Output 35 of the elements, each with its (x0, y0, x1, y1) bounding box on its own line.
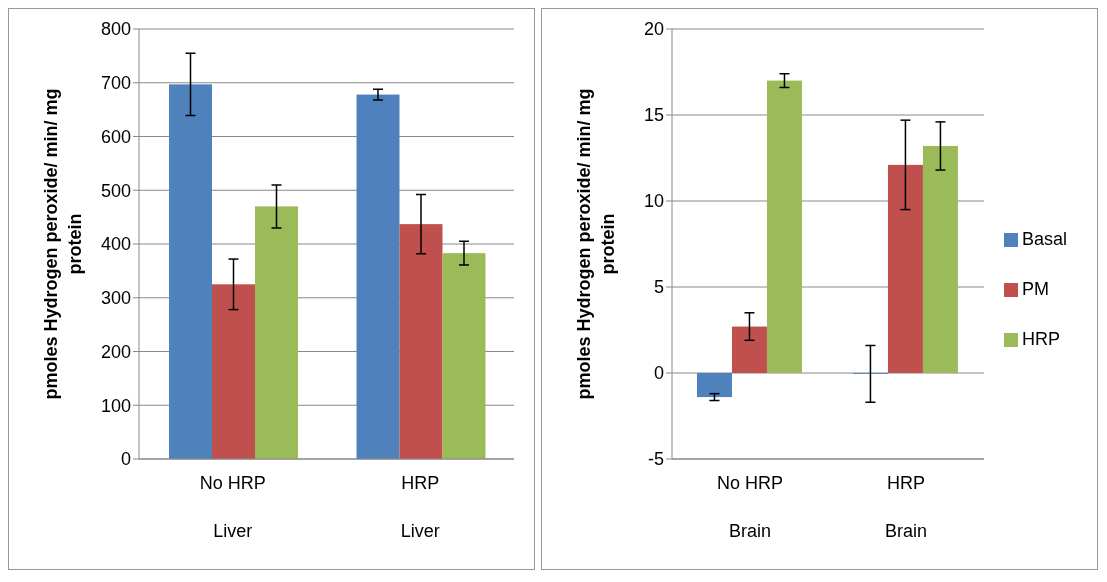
y-tick-label: 15 (643, 105, 664, 126)
y-tick-label: 100 (100, 395, 131, 416)
legend-label: PM (1021, 279, 1049, 299)
y-tick-label: 10 (643, 191, 664, 212)
y-tick-label: 800 (100, 19, 131, 40)
y-axis-title: pmoles Hydrogen peroxide/ min/ mg protein (41, 88, 85, 400)
y-tick-label: 600 (100, 126, 131, 147)
y-tick-label: 400 (100, 234, 131, 255)
bar (731, 326, 767, 373)
bar (442, 253, 486, 459)
legend-label: Basal (1021, 229, 1067, 249)
category-label: HRP Brain (884, 473, 927, 541)
category-label: HRP Liver (400, 473, 440, 541)
category-label: No HRP Liver (199, 473, 266, 541)
bar (356, 94, 400, 459)
y-tick-label: 700 (100, 73, 131, 94)
legend-label: HRP (1021, 329, 1060, 349)
bar (766, 80, 802, 373)
y-tick-label: 200 (100, 341, 131, 362)
y-tick-label: 0 (120, 449, 131, 470)
y-tick-label: 5 (653, 277, 664, 298)
y-axis-title: pmoles Hydrogen peroxide/ min/ mg protein (574, 88, 618, 400)
bar (212, 284, 255, 459)
y-tick-label: 20 (643, 19, 664, 40)
bar (169, 84, 212, 459)
bar (887, 164, 923, 373)
y-tick-label: 500 (100, 180, 131, 201)
bar (399, 224, 443, 459)
bar (696, 373, 732, 398)
y-tick-label: 0 (653, 363, 664, 384)
y-tick-label: -5 (647, 449, 664, 470)
category-label: No HRP Brain (716, 473, 783, 541)
y-tick-label: 300 (100, 288, 131, 309)
bar (255, 206, 298, 459)
bar (922, 145, 958, 373)
